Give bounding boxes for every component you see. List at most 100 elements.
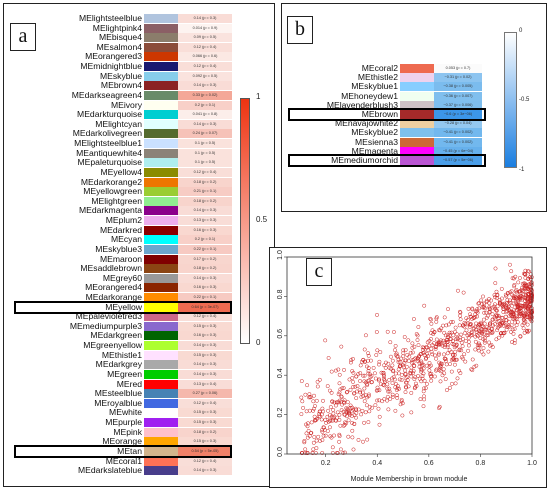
scatter-point bbox=[450, 381, 454, 386]
scatter-point bbox=[363, 333, 368, 338]
correlation-cell: 0.12 (p = 0.4) bbox=[178, 456, 232, 466]
correlation-cell: 0.18 (p = 0.2) bbox=[178, 196, 232, 206]
scatter-point bbox=[523, 281, 528, 286]
correlation-cell: 0.2 (p = 0.1) bbox=[178, 100, 232, 110]
y-tick-label: 0.4 bbox=[277, 368, 284, 378]
scatter-point bbox=[459, 340, 464, 345]
scatter-point bbox=[515, 304, 520, 309]
scatter-point bbox=[399, 399, 404, 404]
scatter-point bbox=[411, 371, 416, 376]
scatter-point bbox=[315, 384, 320, 389]
module-color-swatch bbox=[144, 379, 178, 389]
module-name: MEwhite bbox=[109, 407, 142, 418]
scatter-point bbox=[484, 315, 489, 320]
scatter-point bbox=[343, 420, 347, 425]
module-name: MElightsteelblue1 bbox=[74, 138, 142, 149]
scatter-point bbox=[387, 378, 392, 382]
scatter-point bbox=[393, 343, 398, 348]
scatter-point bbox=[354, 415, 358, 420]
module-name: MEmediumpurple3 bbox=[69, 320, 142, 331]
scatter-point bbox=[489, 326, 494, 331]
scatter-point bbox=[451, 342, 456, 347]
scatter-point bbox=[432, 341, 436, 346]
correlation-cell: 0.066 (p = 0.6) bbox=[178, 52, 232, 62]
scatter-point bbox=[339, 395, 344, 399]
scatter-point bbox=[401, 354, 406, 359]
scatter-point bbox=[446, 307, 450, 312]
scatter-point bbox=[352, 422, 357, 426]
scatter-point bbox=[399, 372, 404, 377]
scatter-point bbox=[419, 369, 424, 374]
scatter-point bbox=[336, 367, 341, 372]
module-name: MEroyalblue bbox=[94, 397, 142, 408]
module-trait-heatmap-a: MElightsteelblue 0.14 (p = 0.3) MElightpin… bbox=[4, 12, 274, 482]
scatter-point bbox=[505, 291, 510, 296]
scatter-point bbox=[452, 352, 457, 357]
heatmap-row: MElightsteelblue 0.14 (p = 0.3) bbox=[4, 14, 274, 23]
scatter-point bbox=[348, 387, 353, 392]
scatter-point bbox=[445, 335, 450, 340]
correlation-cell: −0.38 (p = 0.005) bbox=[434, 82, 482, 92]
scatter-point bbox=[427, 361, 432, 365]
scatter-point bbox=[477, 343, 482, 348]
scatter-point bbox=[323, 338, 328, 343]
scatter-point bbox=[362, 379, 367, 384]
heatmap-row: MEtan 0.54 (p = 5e-05) bbox=[4, 446, 274, 456]
panel-b: b MEcoral2 0.053 (p = 0.7) MEthistle2 −0.31… bbox=[281, 3, 547, 212]
correlation-cell: −0.36 (p = 0.007) bbox=[434, 91, 482, 101]
scatter-point bbox=[470, 307, 475, 312]
correlation-cell: −0.57 (p = 5e−06) bbox=[434, 156, 482, 165]
scatter-point bbox=[375, 348, 380, 353]
scatter-point bbox=[421, 371, 426, 376]
scatter-point bbox=[457, 368, 461, 373]
scatter-point bbox=[465, 333, 470, 338]
scatter-point bbox=[449, 369, 454, 374]
scatter-point bbox=[524, 285, 529, 290]
scatter-point bbox=[434, 344, 438, 349]
scatter-point bbox=[498, 301, 503, 306]
scatter-point bbox=[330, 399, 335, 404]
module-name: MEdarkolivegreen bbox=[72, 128, 142, 139]
scatter-point bbox=[429, 346, 434, 351]
module-color-swatch bbox=[400, 119, 434, 129]
scatter-point bbox=[369, 373, 374, 378]
highlight-box bbox=[288, 108, 486, 121]
scatter-point bbox=[432, 353, 437, 358]
scatter-point bbox=[381, 372, 386, 377]
scatter-point bbox=[392, 348, 397, 353]
scatter-point bbox=[509, 310, 514, 315]
scatter-point bbox=[521, 289, 526, 294]
module-color-swatch bbox=[144, 350, 178, 360]
scatter-point bbox=[515, 320, 520, 325]
module-name: MEyellowgreen bbox=[83, 186, 142, 197]
scatter-point bbox=[470, 368, 475, 373]
scatter-point bbox=[487, 310, 492, 315]
scatter-point bbox=[364, 403, 369, 408]
scatter-point bbox=[408, 350, 413, 355]
module-name: MEorangered4 bbox=[85, 282, 142, 293]
scatter-point bbox=[462, 352, 467, 357]
module-name: MEskyblue3 bbox=[95, 243, 142, 254]
scatter-point bbox=[460, 323, 465, 328]
scatter-point bbox=[427, 364, 432, 369]
scatter-point bbox=[366, 358, 370, 363]
scatter-point bbox=[346, 418, 351, 423]
module-color-swatch bbox=[144, 321, 178, 331]
scatter-point bbox=[444, 362, 449, 367]
scatter-point bbox=[344, 414, 349, 419]
scatter-point bbox=[497, 322, 502, 326]
scatter-point bbox=[515, 290, 520, 295]
scatter-point bbox=[366, 371, 371, 376]
scatter-point bbox=[459, 355, 464, 360]
heatmap-row: MEsienna3 −0.41 (p = 0.002) bbox=[282, 137, 546, 147]
scatter-point bbox=[410, 360, 414, 365]
correlation-cell: 0.15 (p = 0.3) bbox=[178, 437, 232, 447]
module-color-swatch bbox=[144, 312, 178, 322]
scatter-point bbox=[312, 435, 317, 440]
heatmap-row: MEnavajowhite2 −0.28 (p = 0.04) bbox=[282, 119, 546, 129]
scatter-point bbox=[419, 361, 424, 366]
scatter-point bbox=[386, 361, 391, 366]
scatter-point bbox=[401, 363, 406, 368]
scatter-point bbox=[495, 325, 500, 330]
scatter-point bbox=[512, 282, 517, 287]
